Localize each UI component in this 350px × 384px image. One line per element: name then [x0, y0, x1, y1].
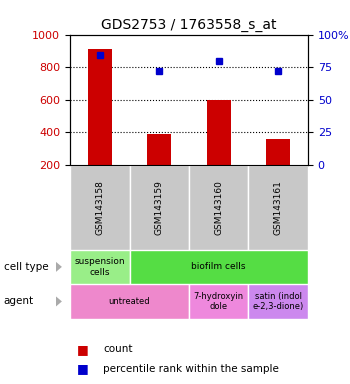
Bar	[248, 284, 308, 319]
Text: suspension
cells: suspension cells	[75, 257, 125, 276]
Bar	[266, 139, 290, 165]
Bar	[189, 284, 248, 319]
Bar	[130, 165, 189, 250]
Text: GSM143160: GSM143160	[214, 180, 223, 235]
Bar	[130, 250, 308, 284]
Text: untreated: untreated	[109, 297, 150, 306]
Text: satin (indol
e-2,3-dione): satin (indol e-2,3-dione)	[253, 292, 304, 311]
Text: GSM143161: GSM143161	[274, 180, 283, 235]
Bar	[88, 49, 112, 165]
Title: GDS2753 / 1763558_s_at: GDS2753 / 1763558_s_at	[101, 18, 277, 32]
Bar	[70, 165, 130, 250]
Bar	[189, 165, 248, 250]
Text: biofilm cells: biofilm cells	[191, 262, 246, 271]
Bar	[207, 100, 231, 165]
Text: cell type: cell type	[4, 262, 48, 272]
Text: percentile rank within the sample: percentile rank within the sample	[103, 364, 279, 374]
Bar	[248, 165, 308, 250]
Bar	[70, 284, 189, 319]
Text: ■: ■	[77, 362, 89, 375]
Text: 7-hydroxyin
dole: 7-hydroxyin dole	[194, 292, 244, 311]
Text: GSM143159: GSM143159	[155, 180, 164, 235]
Bar	[147, 134, 171, 165]
Bar	[70, 250, 130, 284]
Text: agent: agent	[4, 296, 34, 306]
Text: ■: ■	[77, 343, 89, 356]
Text: GSM143158: GSM143158	[95, 180, 104, 235]
Text: count: count	[103, 344, 133, 354]
